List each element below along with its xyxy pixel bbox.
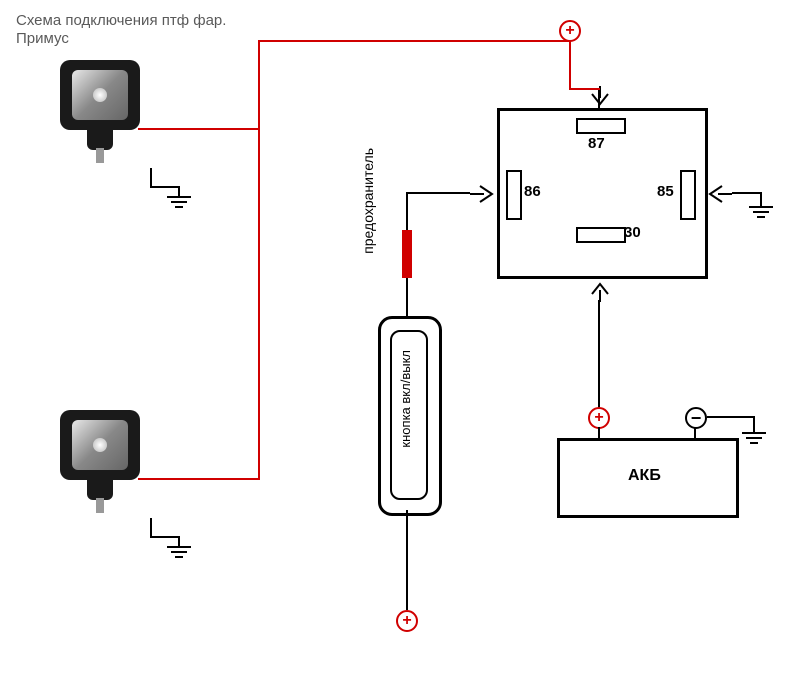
fog-lamp-1-icon	[55, 60, 145, 170]
plus-top-icon: +	[559, 20, 581, 42]
fuse-icon	[402, 230, 412, 278]
fuse-label: предохранитель	[360, 148, 376, 254]
wire-85-h	[732, 192, 762, 194]
minus-battery-icon: −	[685, 407, 707, 429]
relay-label-30: 30	[624, 224, 641, 241]
wire-batt-plus	[598, 427, 600, 438]
wire-plus-top	[569, 40, 571, 90]
wire-lamps-vertical	[258, 40, 260, 480]
wire-to-lamp1	[138, 128, 260, 130]
wire-lamp2-gnd-v	[178, 536, 180, 546]
title-line1: Схема подключения птф фар.	[16, 12, 226, 29]
wire-30-down	[598, 300, 600, 408]
wire-lamp2-gnd-down	[150, 518, 152, 538]
wire-fuse-button	[406, 278, 408, 316]
fog-lamp-2-icon	[55, 410, 145, 520]
relay-pin-86	[506, 170, 522, 220]
wire-to-lamp2	[138, 478, 260, 480]
battery-label: АКБ	[628, 467, 661, 485]
title-line2: Примус	[16, 30, 69, 47]
arrow-to-30-icon	[588, 280, 612, 302]
wire-86-h	[406, 192, 470, 194]
wire-batt-minus-v	[753, 416, 755, 432]
plus-bottom-icon: +	[396, 610, 418, 632]
relay-label-87: 87	[588, 135, 605, 152]
arrow-to-86-icon	[470, 182, 496, 206]
wire-85-v	[760, 192, 762, 206]
wire-lamp1-gnd-h	[150, 186, 180, 188]
wire-top-horizontal	[258, 40, 570, 42]
wire-lamp2-gnd-h	[150, 536, 180, 538]
relay-label-85: 85	[657, 183, 674, 200]
arrow-to-85-icon	[706, 182, 732, 206]
plus-battery-icon: +	[588, 407, 610, 429]
relay-pin-30	[576, 227, 626, 243]
wire-lamp1-gnd-down	[150, 168, 152, 188]
wire-batt-minus-h	[707, 416, 755, 418]
wire-button-down	[406, 510, 408, 610]
wire-87-connect	[569, 88, 600, 90]
button-label: кнопка вкл/выкл	[398, 350, 413, 448]
relay-label-86: 86	[524, 183, 541, 200]
wire-86-v	[406, 192, 408, 230]
relay-pin-85	[680, 170, 696, 220]
wire-87-stub	[598, 90, 600, 108]
relay-pin-87	[576, 118, 626, 134]
wire-lamp1-gnd-v	[178, 186, 180, 196]
